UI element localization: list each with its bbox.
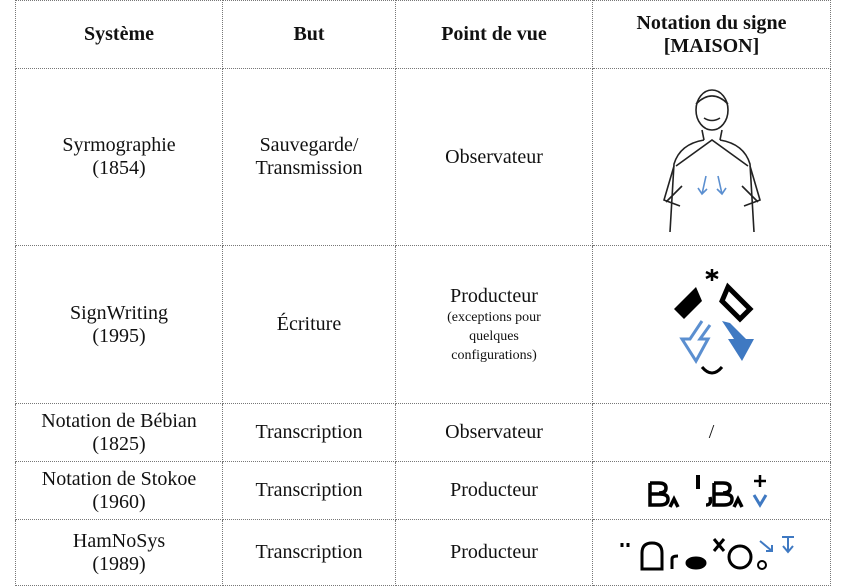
goal-cell: Transcription <box>222 461 396 520</box>
signwriting-drawing <box>673 268 754 374</box>
system-cell: Syrmographie (1854) <box>15 68 223 246</box>
system-text: (1995) <box>92 324 146 347</box>
view-text: Observateur <box>445 145 543 168</box>
goal-text: Transmission <box>255 157 363 179</box>
notation-cell <box>592 519 831 586</box>
goal-text: Écriture <box>276 313 342 335</box>
row: Notation de Stokoe (1960) Transcription P… <box>15 461 831 520</box>
header-text: Système <box>84 23 154 45</box>
view-cell: Producteur (exceptions pour quelques config… <box>395 245 593 404</box>
goal-cell: Transcription <box>222 403 396 462</box>
view-text: Producteur <box>450 541 538 563</box>
notation-cell <box>592 461 831 520</box>
view-cell: Observateur <box>395 68 593 246</box>
header-text: But <box>293 23 325 45</box>
syrmographie-drawing <box>662 89 761 232</box>
system-text: (1825) <box>92 432 146 455</box>
notation-text: / <box>708 421 715 443</box>
goal-cell: Écriture <box>222 245 396 404</box>
row: Syrmographie (1854) Sauvegarde/Transmissi… <box>15 68 831 246</box>
system-text: SignWriting <box>69 301 169 324</box>
view-text: Producteur <box>450 284 538 307</box>
view-note: (exceptions pour <box>447 309 541 325</box>
system-cell: HamNoSys (1989) <box>15 519 223 586</box>
row: Notation de Bébian (1825) Transcription O… <box>15 403 831 462</box>
system-text: (1989) <box>92 552 146 575</box>
notation-cell <box>592 68 831 246</box>
system-text: (1854) <box>92 157 146 179</box>
system-cell: SignWriting (1995) <box>15 245 223 404</box>
notation-cell <box>592 245 831 404</box>
header-cell: Notation du signe [MAISON] <box>592 0 831 69</box>
header-cell: Système <box>15 0 223 69</box>
header-text: [MAISON] <box>663 34 760 57</box>
view-text: Producteur <box>450 479 538 501</box>
hamnosys-drawing <box>620 535 794 570</box>
row: SignWriting (1995) Écriture Producteur (ex… <box>15 245 831 404</box>
view-note: quelques <box>469 328 519 344</box>
goal-text: Transcription <box>255 421 363 443</box>
header-cell: But <box>222 0 396 69</box>
system-text: Notation de Bébian <box>41 409 197 432</box>
system-text: (1960) <box>92 490 146 513</box>
header-cell: Point de vue <box>395 0 593 69</box>
view-cell: Observateur <box>395 403 593 462</box>
system-cell: Notation de Stokoe (1960) <box>15 461 223 520</box>
stokoe-drawing <box>647 474 767 508</box>
header-text: Notation du signe <box>636 11 787 34</box>
view-note: configurations) <box>451 347 537 363</box>
goal-text: Transcription <box>255 479 363 501</box>
system-text: HamNoSys <box>72 529 166 552</box>
goal-cell: Transcription <box>222 519 396 586</box>
system-cell: Notation de Bébian (1825) <box>15 403 223 462</box>
view-cell: Producteur <box>395 519 593 586</box>
header-row: Système But Point de vue Notation du signe[… <box>15 0 831 69</box>
goal-text: Transcription <box>255 541 363 563</box>
view-text: Observateur <box>445 421 543 443</box>
view-cell: Producteur <box>395 461 593 520</box>
header-text: Point de vue <box>441 23 547 45</box>
system-text: Syrmographie <box>62 134 176 156</box>
system-text: Notation de Stokoe <box>41 467 197 490</box>
notation-cell: / <box>592 403 831 462</box>
notation-table: Système But Point de vue Notation du signe[… <box>15 0 831 586</box>
row: HamNoSys (1989) Transcription Producteur <box>15 519 831 586</box>
goal-cell: Sauvegarde/Transmission <box>222 68 396 246</box>
goal-text: Sauvegarde/ <box>259 134 359 156</box>
